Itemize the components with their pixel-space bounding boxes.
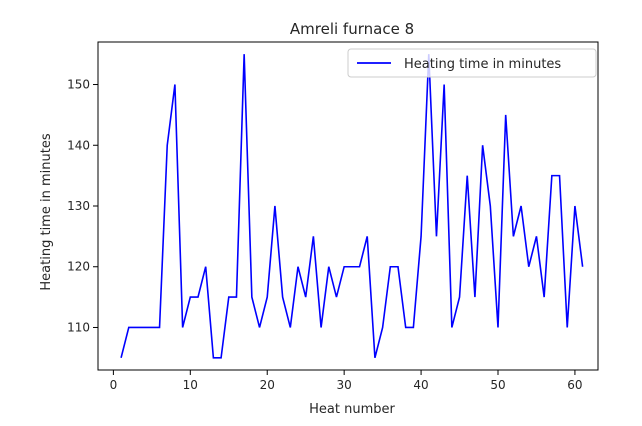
x-tick-label: 60 <box>567 378 582 392</box>
y-tick-label: 130 <box>67 199 90 213</box>
y-tick-label: 120 <box>67 260 90 274</box>
y-tick-label: 110 <box>67 320 90 334</box>
legend-box <box>347 48 597 78</box>
x-axis-label: Heat number <box>309 402 395 417</box>
y-axis-label: Heating time in minutes <box>39 133 54 290</box>
plot-frame <box>97 41 599 371</box>
x-tick-label: 0 <box>110 378 118 392</box>
plot-area <box>97 41 599 371</box>
x-tick-label: 40 <box>413 378 428 392</box>
legend: Heating time in minutes <box>347 48 597 78</box>
y-tick-label: 140 <box>67 138 90 152</box>
x-tick-label: 50 <box>490 378 505 392</box>
x-tick-label: 20 <box>260 378 275 392</box>
legend-label: Heating time in minutes <box>404 57 561 72</box>
y-tick-label: 150 <box>67 78 90 92</box>
x-tick-label: 30 <box>337 378 352 392</box>
y-axis: 110 120 130 140 150 <box>67 78 98 334</box>
x-tick-label: 10 <box>183 378 198 392</box>
x-axis: 0 10 20 30 40 50 60 <box>110 370 583 392</box>
series-line-heating-time <box>120 54 584 359</box>
chart-title: Amreli furnace 8 <box>290 20 414 38</box>
